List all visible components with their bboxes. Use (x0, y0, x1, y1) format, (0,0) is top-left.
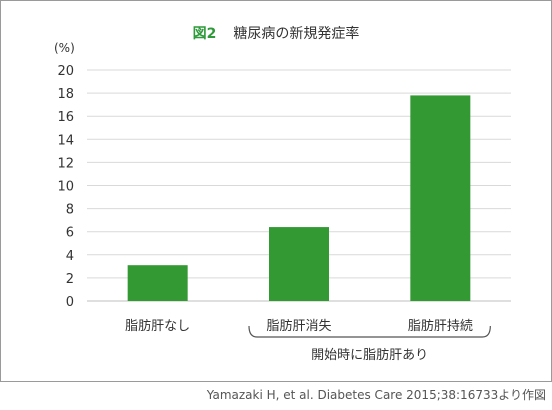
group-label: 開始時に脂肪肝あり (311, 347, 428, 363)
chart-frame: 図2 糖尿病の新規発症率 (%) 0 2 4 6 8 10 12 14 16 18 20 脂肪肝なし… (0, 0, 552, 382)
bar-chart: 図2 糖尿病の新規発症率 (%) 0 2 4 6 8 10 12 14 16 18 20 脂肪肝なし… (54, 23, 511, 363)
y-tick-label: 10 (57, 180, 74, 195)
figure-number: 図2 (193, 26, 217, 42)
y-tick-label: 20 (57, 64, 74, 79)
bar (269, 227, 329, 301)
chart-title: 図2 糖尿病の新規発症率 (193, 23, 360, 42)
y-axis-ticks: 0 2 4 6 8 10 12 14 16 18 20 (57, 64, 74, 310)
y-tick-label: 18 (57, 87, 74, 102)
x-category-label: 脂肪肝消失 (266, 318, 331, 334)
y-tick-label: 4 (66, 249, 74, 264)
source-citation: Yamazaki H, et al. Diabetes Care 2015;38… (206, 388, 546, 402)
y-tick-label: 12 (57, 156, 74, 171)
bars (127, 95, 471, 301)
x-category-label: 脂肪肝なし (125, 318, 190, 334)
y-unit-label: (%) (54, 41, 75, 55)
bar (127, 265, 188, 301)
bar (410, 95, 471, 301)
title-text: 糖尿病の新規発症率 (233, 25, 359, 42)
group-bracket (248, 325, 491, 338)
x-axis-labels: 脂肪肝なし 脂肪肝消失 脂肪肝持続 (125, 318, 473, 334)
y-tick-label: 6 (66, 226, 74, 241)
y-tick-label: 8 (66, 203, 74, 218)
y-tick-label: 2 (66, 272, 74, 287)
y-tick-label: 0 (66, 295, 74, 310)
x-category-label: 脂肪肝持続 (408, 318, 473, 334)
y-tick-label: 14 (57, 133, 74, 148)
y-tick-label: 16 (57, 110, 74, 125)
